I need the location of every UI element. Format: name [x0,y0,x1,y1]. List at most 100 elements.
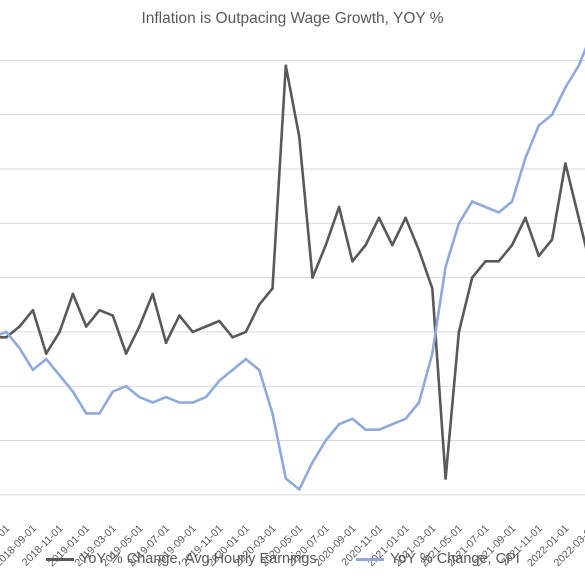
data-point-1-41 [537,124,541,127]
chart-title: Inflation is Outpacing Wage Growth, YOY … [141,10,444,27]
data-point-1-3 [31,368,35,372]
data-point-0-29 [377,216,381,220]
data-point-0-43 [564,162,567,165]
data-point-1-36 [470,200,474,203]
data-point-1-25 [324,439,328,442]
data-point-1-33 [430,352,434,355]
data-point-0-5 [58,330,61,334]
data-point-1-42 [550,113,554,116]
data-point-0-19 [244,330,248,334]
data-point-0-25 [324,243,328,247]
data-point-0-41 [537,254,541,258]
data-point-0-18 [231,336,234,339]
series-lines [0,46,585,491]
data-point-1-16 [204,395,208,399]
series-line-0 [0,64,585,480]
data-point-0-8 [98,308,101,312]
data-point-1-18 [231,368,234,372]
data-point-1-21 [271,412,274,415]
legend-item-cpi: YoY % Change, CPI [356,551,520,567]
data-point-0-28 [364,243,368,247]
data-point-1-17 [217,379,221,383]
data-point-0-31 [404,216,407,220]
data-point-0-42 [550,238,554,241]
data-point-1-10 [124,384,128,388]
data-point-0-24 [311,276,314,279]
data-point-1-6 [71,390,75,393]
legend-swatch-cpi [356,557,384,561]
legend-label-cpi: YoY % Change, CPI [390,551,520,567]
data-point-0-40 [524,216,527,220]
data-point-0-14 [178,314,181,317]
data-point-0-13 [164,341,168,345]
data-point-0-7 [84,325,88,328]
data-point-0-27 [351,259,354,263]
data-point-0-32 [417,249,421,252]
data-point-1-31 [404,417,407,421]
data-point-1-30 [391,422,394,426]
data-point-1-15 [191,401,194,404]
data-point-1-1 [5,330,8,334]
data-point-0-33 [430,287,434,290]
data-point-1-19 [244,357,248,361]
data-point-0-1 [5,336,8,339]
data-point-1-38 [497,211,501,214]
data-point-1-14 [178,401,181,404]
data-point-1-24 [311,460,314,464]
gridlines [0,59,585,496]
data-point-1-7 [84,412,88,415]
data-point-0-9 [111,314,115,317]
legend-swatch-earnings [46,557,74,561]
data-point-0-15 [191,330,194,334]
data-point-1-43 [564,86,567,89]
data-point-1-11 [138,395,141,399]
data-point-0-4 [44,352,48,355]
data-point-1-9 [111,390,115,393]
data-point-0-44 [577,216,580,220]
data-point-1-44 [577,64,580,68]
data-point-1-40 [524,156,527,160]
data-point-0-21 [271,287,274,290]
data-point-0-20 [257,303,261,307]
data-point-1-29 [377,428,381,431]
data-point-0-22 [284,64,288,68]
data-point-1-13 [164,395,168,399]
data-point-1-28 [364,428,368,431]
data-point-1-22 [284,477,288,480]
data-point-0-10 [124,352,128,355]
data-point-1-27 [351,417,354,421]
legend-item-earnings: YoY % Change, Avg Hourly Earnings [46,551,317,567]
data-point-0-12 [151,292,155,296]
data-point-1-5 [58,374,61,377]
data-point-0-2 [18,325,21,328]
data-point-1-35 [457,221,461,225]
data-point-1-20 [257,368,261,372]
data-point-0-36 [470,276,474,279]
data-point-1-4 [44,357,48,361]
data-point-0-6 [71,292,75,296]
data-point-1-12 [151,401,155,404]
data-point-0-30 [391,243,394,247]
legend-label-earnings: YoY % Change, Avg Hourly Earnings [80,551,317,567]
data-point-0-38 [497,259,501,263]
data-point-0-26 [337,205,341,209]
legend: YoY % Change, Avg Hourly Earnings YoY % … [0,551,585,573]
data-point-0-34 [444,477,447,480]
data-point-1-2 [18,346,21,350]
data-point-0-11 [138,325,141,328]
data-point-0-37 [484,259,487,263]
data-point-1-39 [510,200,514,203]
data-point-0-23 [297,135,301,138]
data-point-1-37 [484,205,487,209]
data-point-1-26 [337,422,341,426]
data-point-0-39 [510,243,514,247]
data-point-0-16 [204,325,208,328]
data-point-1-23 [297,488,301,491]
data-point-1-34 [444,265,447,269]
data-point-0-3 [31,308,35,312]
series-line-1 [0,46,585,491]
data-point-1-32 [417,401,421,404]
data-point-1-8 [98,412,101,415]
data-point-0-17 [217,319,221,323]
